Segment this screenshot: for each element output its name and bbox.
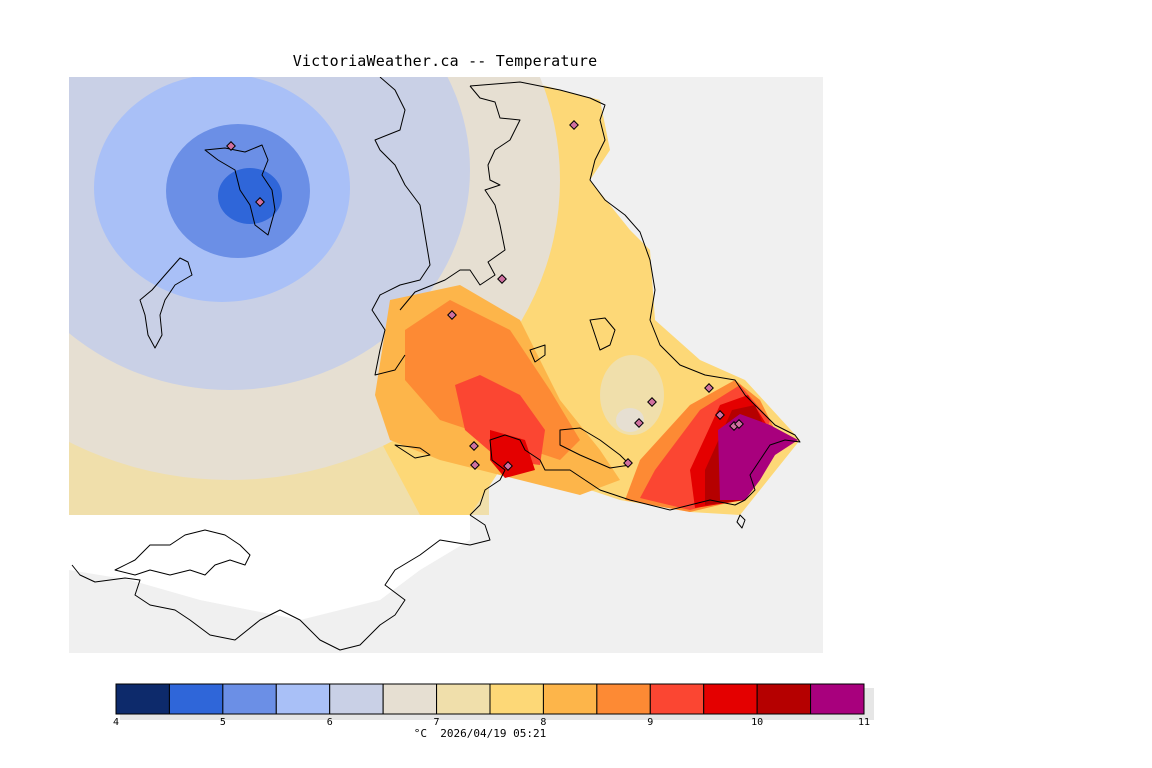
stations <box>226 120 744 471</box>
station-marker <box>226 141 236 151</box>
colorbar-bin <box>222 683 277 715</box>
colorbar-bin <box>489 683 544 715</box>
station-marker <box>569 120 579 130</box>
colorbar-bin <box>542 683 598 715</box>
station-marker <box>634 418 644 428</box>
contour-field <box>69 77 800 620</box>
colorbar-tick-label: 8 <box>540 717 547 728</box>
station-marker <box>447 310 457 320</box>
colorbar-tick-label: 4 <box>112 717 120 728</box>
colorbar-caption: °C 2026/04/19 05:21 <box>380 727 580 740</box>
station-marker <box>715 410 725 420</box>
colorbar-tick-label: 10 <box>751 717 764 728</box>
colorbar-bin <box>810 683 865 715</box>
station-marker <box>623 458 633 468</box>
unit-label: °C <box>413 727 428 740</box>
colorbar-bin <box>436 683 491 715</box>
station-marker <box>734 419 744 429</box>
station-marker <box>470 460 480 470</box>
colorbar-bin <box>382 683 438 715</box>
colorbar-bin <box>115 683 170 715</box>
station-marker <box>503 461 513 471</box>
colorbar-bin <box>329 683 384 715</box>
colorbar-tick-label: 11 <box>857 717 871 728</box>
timestamp-label: 2026/04/19 05:21 <box>440 727 547 740</box>
colorbar <box>115 683 865 715</box>
colorbar-tick-label: 7 <box>433 717 440 728</box>
colorbar-bin <box>756 683 812 715</box>
station-marker <box>255 197 265 207</box>
colorbar-bin <box>649 683 705 715</box>
station-marker <box>704 383 714 393</box>
colorbar-tick-label: 6 <box>326 717 333 728</box>
colorbar-bin <box>596 683 651 715</box>
colorbar-bin <box>275 683 331 715</box>
station-marker <box>469 441 479 451</box>
coastlines <box>71 77 801 651</box>
station-marker <box>497 274 507 284</box>
colorbar-bin <box>168 683 224 715</box>
colorbar-tick-label: 9 <box>647 717 654 728</box>
station-marker <box>647 397 657 407</box>
map-title: VictoriaWeather.ca -- Temperature <box>292 52 598 70</box>
colorbar-tick-label: 5 <box>219 717 226 728</box>
colorbar-bin <box>703 683 758 715</box>
